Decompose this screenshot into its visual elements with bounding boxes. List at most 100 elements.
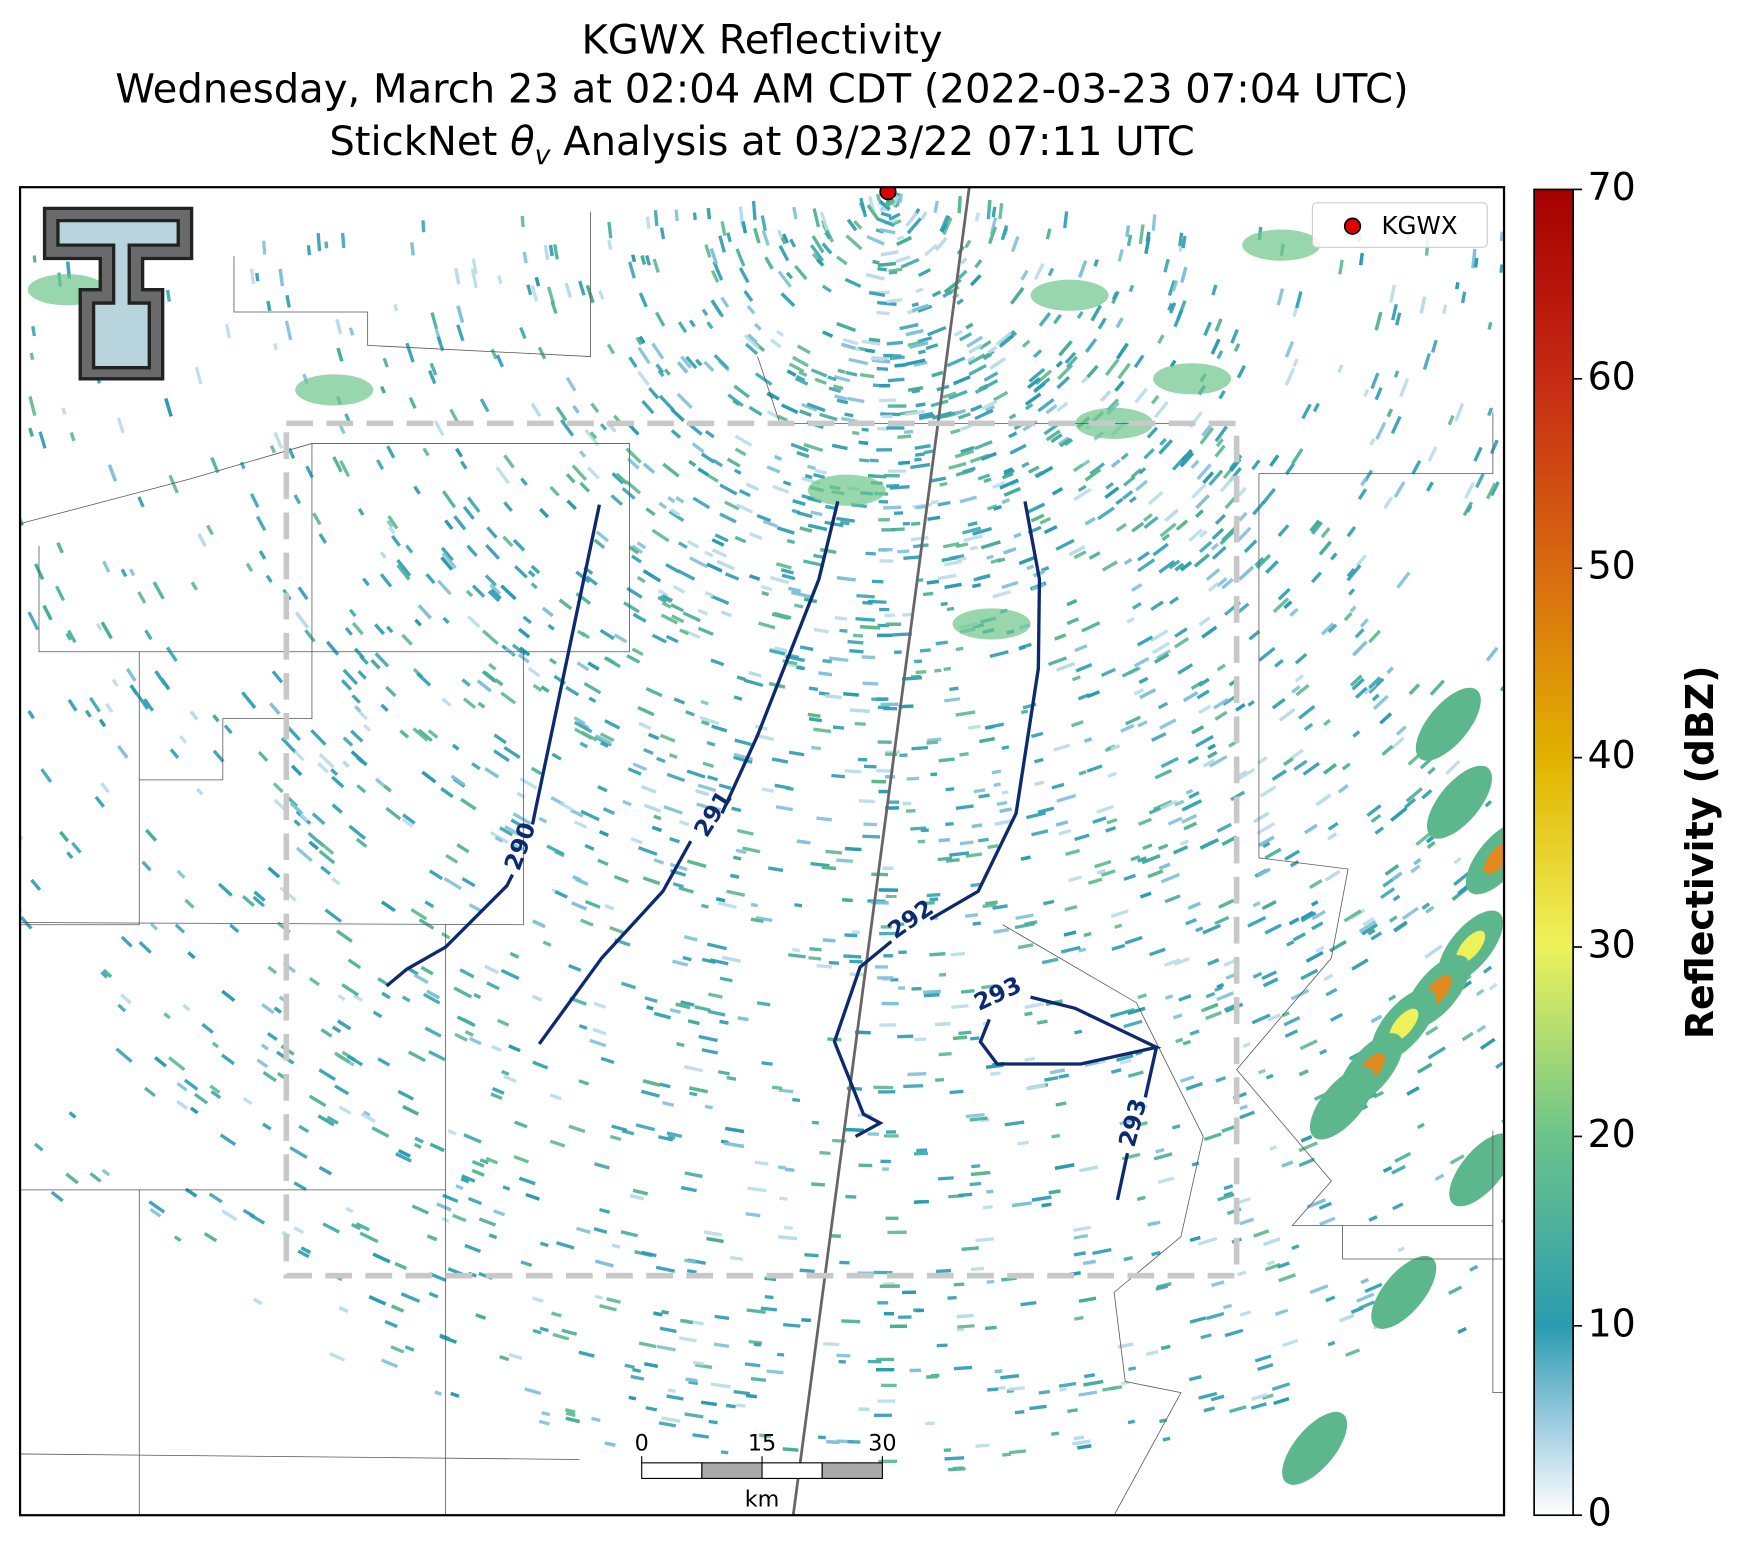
echo — [1236, 1196, 1251, 1205]
echo — [825, 849, 843, 855]
echo — [1660, 946, 1676, 962]
echo — [1324, 869, 1341, 882]
echo — [761, 229, 770, 246]
echo — [1199, 838, 1219, 850]
echo — [792, 499, 806, 506]
echo — [1145, 1350, 1159, 1357]
echo — [1120, 723, 1135, 733]
echo — [514, 565, 528, 579]
echo — [351, 694, 361, 704]
echo — [796, 511, 813, 519]
echo — [391, 1304, 405, 1313]
echo — [680, 355, 692, 369]
echo — [1346, 567, 1356, 578]
echo — [875, 965, 889, 969]
echo — [1008, 1386, 1025, 1392]
echo — [1298, 705, 1316, 720]
echo — [1126, 234, 1133, 247]
echo — [479, 398, 490, 413]
echo — [943, 215, 951, 227]
echo — [1363, 389, 1370, 397]
echo — [527, 666, 541, 678]
echo — [1208, 469, 1224, 486]
echo — [1264, 1262, 1281, 1272]
echo — [503, 501, 513, 512]
echo — [683, 629, 701, 640]
echo — [560, 419, 575, 437]
echo — [588, 696, 597, 704]
echo — [394, 1261, 407, 1270]
echo — [1054, 1163, 1075, 1170]
echo — [876, 768, 895, 773]
echo — [1077, 693, 1090, 701]
echo — [725, 1126, 745, 1134]
echo — [897, 434, 912, 439]
echo — [657, 369, 665, 378]
echo — [1499, 264, 1504, 273]
echo — [1632, 512, 1642, 528]
echo — [753, 322, 762, 331]
echo — [421, 220, 426, 233]
echo — [1429, 679, 1445, 696]
echo — [917, 349, 926, 355]
echo — [38, 431, 47, 449]
echo — [927, 325, 947, 337]
echo — [1312, 402, 1320, 413]
echo — [879, 398, 896, 403]
echo — [1368, 1215, 1378, 1222]
county-line — [233, 211, 591, 357]
echo — [876, 216, 895, 228]
echo — [749, 574, 761, 581]
echo — [726, 1075, 737, 1081]
echo — [599, 628, 615, 641]
echo — [1292, 932, 1306, 942]
echo — [735, 248, 746, 267]
echo — [675, 496, 685, 504]
echo — [599, 732, 615, 742]
echo — [711, 538, 725, 547]
echo — [513, 1155, 530, 1164]
echo — [745, 482, 760, 492]
echo — [1255, 553, 1272, 570]
echo — [1291, 448, 1304, 465]
echo — [731, 806, 742, 813]
echo — [1642, 702, 1654, 717]
echo — [520, 477, 528, 486]
echo — [946, 606, 955, 612]
echo — [1214, 318, 1223, 332]
echo — [877, 261, 897, 267]
echo — [803, 442, 824, 453]
echo — [1367, 928, 1376, 936]
echo — [209, 1084, 221, 1094]
echo — [1027, 377, 1041, 389]
echo — [484, 767, 500, 779]
echo — [949, 686, 959, 692]
echo — [1615, 1093, 1628, 1104]
echo — [824, 504, 836, 510]
echo — [640, 255, 647, 265]
echo — [688, 459, 697, 467]
echo — [347, 958, 362, 970]
echo — [579, 481, 591, 493]
echo — [1219, 475, 1236, 493]
echo — [424, 1026, 442, 1038]
echo — [949, 851, 970, 857]
echo — [342, 668, 359, 686]
echo — [979, 340, 992, 350]
echo — [120, 935, 133, 948]
echo — [836, 858, 854, 863]
echo — [1164, 894, 1181, 904]
echo — [781, 573, 796, 581]
echo — [1073, 487, 1092, 502]
echo — [1341, 762, 1351, 771]
echo — [1173, 957, 1190, 966]
echo — [1024, 1011, 1033, 1017]
echo — [658, 1421, 677, 1428]
echo — [583, 681, 602, 695]
echo — [1198, 704, 1212, 715]
echo — [541, 1410, 551, 1417]
echo — [597, 858, 609, 866]
echo — [1422, 353, 1431, 370]
echo — [673, 697, 686, 705]
echo — [174, 923, 186, 934]
